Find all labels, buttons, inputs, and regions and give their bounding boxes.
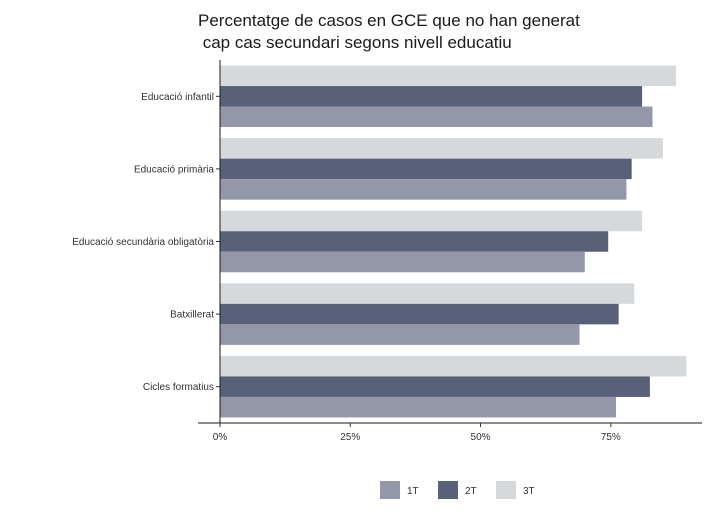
legend-key-1T <box>380 481 400 499</box>
chart-title-line-1: Percentatge de casos en GCE que no han g… <box>198 11 580 30</box>
bar-2T-1 <box>220 158 632 180</box>
chart-title-line-2: cap cas secundari segons nivell educatiu <box>198 33 512 52</box>
legend-key-3T <box>496 481 516 499</box>
legend-label-3T: 3T <box>523 486 535 497</box>
bar-3T-2 <box>220 210 643 232</box>
category-label: Educació infantil <box>141 92 214 103</box>
legend: 1T 2T 3T <box>380 481 535 499</box>
bar-2T-3 <box>220 303 619 325</box>
legend-key-2T <box>438 481 458 499</box>
bar-1T-4 <box>220 396 617 418</box>
x-tick-label: 25% <box>340 432 360 443</box>
category-labels: Educació infantil Educació primària Educac… <box>72 92 220 393</box>
x-tick-label: 50% <box>471 432 491 443</box>
category-label: Batxillerat <box>170 310 214 321</box>
bar-2T-2 <box>220 231 609 252</box>
legend-label-1T: 1T <box>407 486 419 497</box>
category-label: Cicles formatius <box>143 382 214 393</box>
bar-3T-3 <box>220 283 635 304</box>
bar-1T-3 <box>220 324 580 345</box>
x-axis: 0% 25% 50% 75% <box>198 422 702 443</box>
chart-title: Percentatge de casos en GCE que no han g… <box>198 11 580 52</box>
legend-label-2T: 2T <box>465 486 477 497</box>
bar-2T-4 <box>220 376 650 397</box>
category-label: Educació primària <box>134 164 214 175</box>
bar-1T-1 <box>220 179 627 200</box>
bar-1T-0 <box>220 106 653 128</box>
bar-3T-0 <box>220 65 676 87</box>
bar-1T-2 <box>220 251 585 273</box>
category-label: Educació secundària obligatòria <box>72 237 214 248</box>
bar-2T-0 <box>220 86 643 107</box>
x-tick-label: 75% <box>601 432 621 443</box>
x-tick-label: 0% <box>213 432 228 443</box>
bar-3T-4 <box>220 355 687 377</box>
bar-3T-1 <box>220 138 663 159</box>
bars-group <box>220 65 687 418</box>
